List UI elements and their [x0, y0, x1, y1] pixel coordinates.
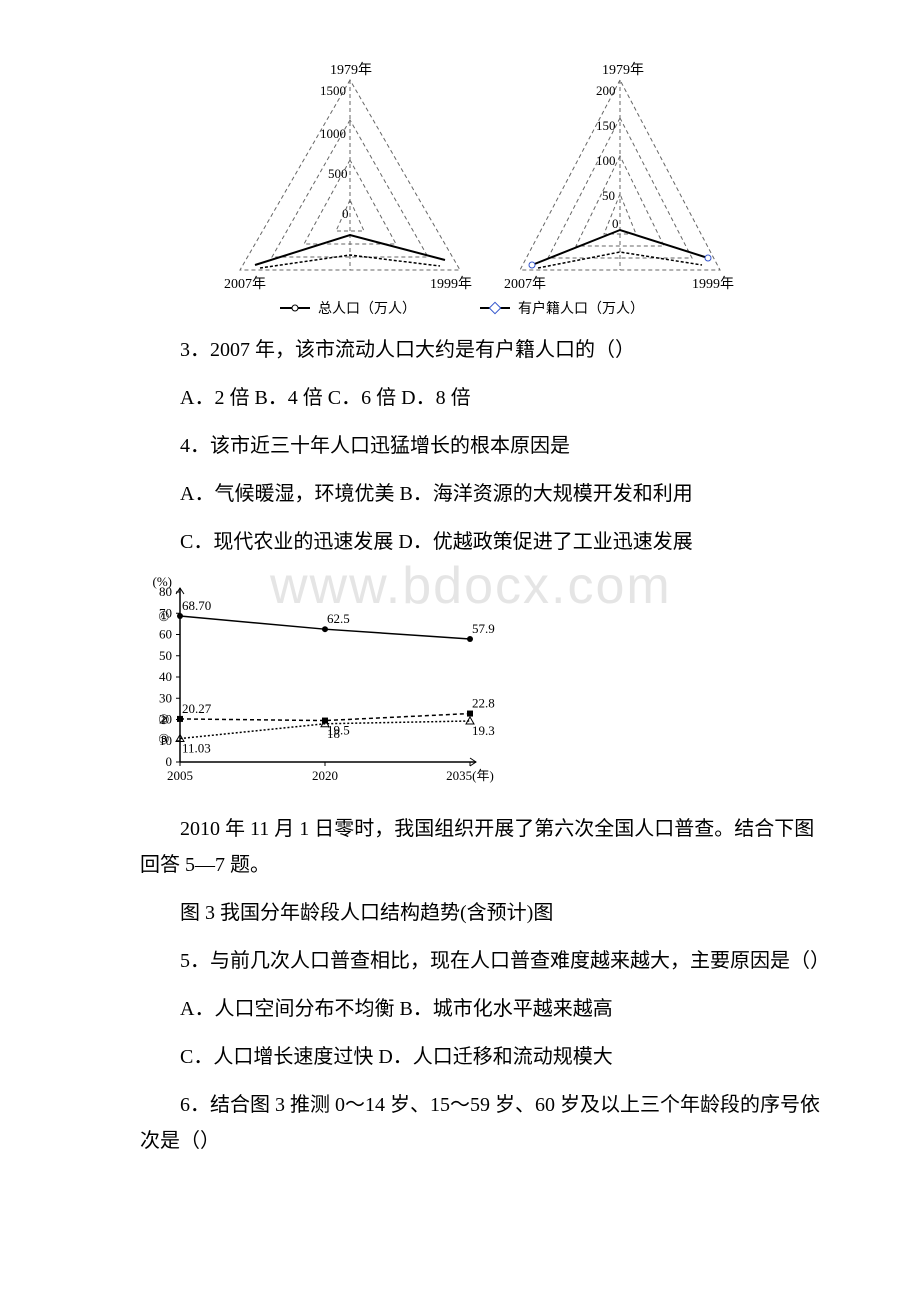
legend-right: 有户籍人口（万人）: [518, 300, 644, 317]
q5-stem: 5．与前几次人口普查相比，现在人口普查难度越来越大，主要原因是（）: [140, 943, 820, 979]
line-chart-svg: 01020304050607080(%)200520202035(年)68.70…: [140, 572, 500, 787]
right-top-label: 1979年: [602, 62, 644, 78]
svg-text:①: ①: [158, 609, 170, 624]
line-chart-container: 01020304050607080(%)200520202035(年)68.70…: [140, 572, 820, 799]
svg-text:18: 18: [327, 726, 340, 741]
right-tick-0: 200: [596, 83, 616, 98]
svg-text:11.03: 11.03: [182, 741, 211, 756]
q3-stem: 3．2007 年，该市流动人口大约是有户籍人口的（）: [140, 332, 820, 368]
svg-text:③: ③: [158, 732, 170, 747]
svg-text:60: 60: [159, 627, 172, 642]
q5-opts-1: A．人口空间分布不均衡 B．城市化水平越来越高: [140, 991, 820, 1027]
svg-text:30: 30: [159, 690, 172, 705]
svg-text:68.70: 68.70: [182, 598, 211, 613]
svg-text:2020: 2020: [312, 768, 338, 783]
fig3-caption: 图 3 我国分年龄段人口结构趋势(含预计)图: [140, 895, 820, 931]
svg-text:0: 0: [166, 754, 173, 769]
legend-left: 总人口（万人）: [318, 301, 416, 317]
left-tick-0: 1500: [320, 83, 346, 98]
left-tick-1: 1000: [320, 126, 346, 141]
q4-opts-2: C．现代农业的迅速发展 D．优越政策促进了工业迅速发展: [140, 524, 820, 560]
svg-text:②: ②: [158, 712, 170, 727]
left-top-label: 1979年: [330, 62, 372, 78]
q4-opts-1: A．气候暖湿，环境优美 B．海洋资源的大规模开发和利用: [140, 476, 820, 512]
q3-options: A．2 倍 B．4 倍 C．6 倍 D．8 倍: [140, 380, 820, 416]
right-tick-3: 50: [602, 188, 615, 203]
svg-text:50: 50: [159, 648, 172, 663]
q6-stem: 6．结合图 3 推测 0～14 岁、15～59 岁、60 岁及以上三个年龄段的序…: [140, 1087, 820, 1159]
svg-text:40: 40: [159, 669, 172, 684]
radar-chart-svg: 1500 1000 500 0 1979年 2007年 1999年: [210, 60, 750, 320]
svg-text:62.5: 62.5: [327, 611, 350, 626]
right-left-label: 2007年: [504, 276, 546, 292]
left-tick-2: 500: [328, 166, 348, 181]
right-tick-4: 0: [612, 216, 619, 231]
left-right-label: 1999年: [430, 276, 472, 292]
svg-text:20.27: 20.27: [182, 701, 212, 716]
svg-text:57.9: 57.9: [472, 621, 495, 636]
right-tick-1: 150: [596, 118, 616, 133]
q5-opts-2: C．人口增长速度过快 D．人口迁移和流动规模大: [140, 1039, 820, 1075]
right-right-label: 1999年: [692, 276, 734, 292]
right-tick-2: 100: [596, 153, 616, 168]
left-tick-3: 0: [342, 206, 349, 221]
svg-text:2035(年): 2035(年): [446, 768, 494, 783]
svg-text:19.3: 19.3: [472, 723, 495, 738]
intro-5: 2010 年 11 月 1 日零时，我国组织开展了第六次全国人口普查。结合下图回…: [140, 811, 820, 883]
left-left-label: 2007年: [224, 276, 266, 292]
svg-text:22.8: 22.8: [472, 696, 495, 711]
svg-text:(%): (%): [153, 574, 173, 589]
radar-chart-container: 1500 1000 500 0 1979年 2007年 1999年: [210, 60, 750, 320]
svg-text:2005: 2005: [167, 768, 193, 783]
q4-stem: 4．该市近三十年人口迅猛增长的根本原因是: [140, 428, 820, 464]
